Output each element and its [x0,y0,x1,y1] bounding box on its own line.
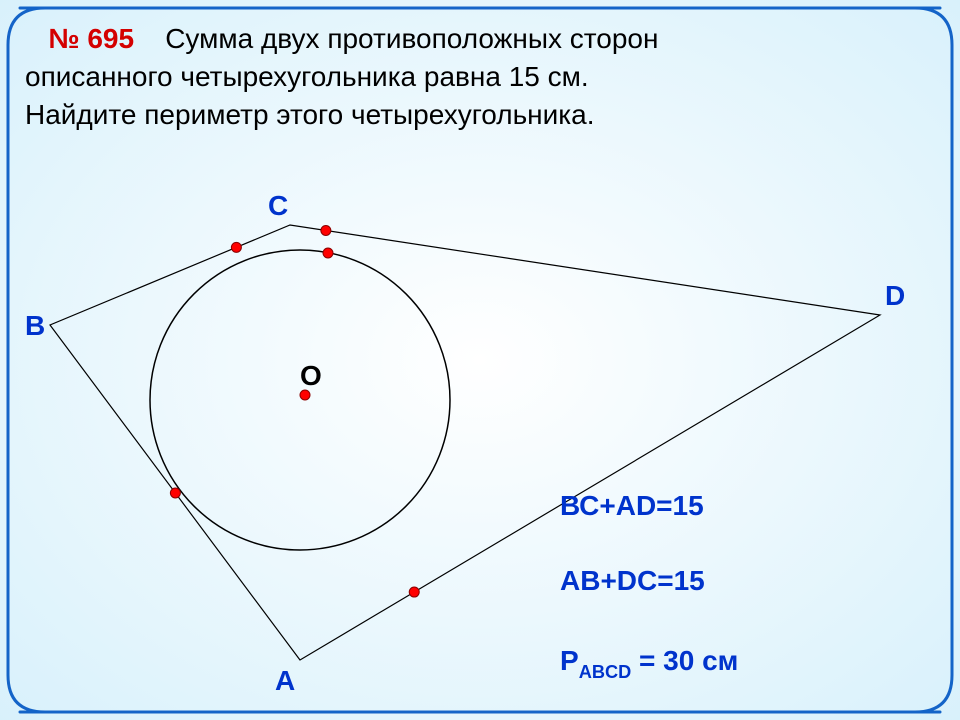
label-a: А [275,665,295,697]
label-d: D [885,280,905,312]
label-c: С [268,190,288,222]
inscribed-circle [150,250,450,550]
problem-line1: Сумма двух противоположных сторон [165,23,658,54]
problem-line3: Найдите периметр этого четырехугольника. [25,99,595,130]
equation-3-sub: ABCD [579,662,632,682]
label-o: O [300,360,322,392]
problem-line2: описанного четырехугольника равна 15 см. [25,61,589,92]
quadrilateral-abcd [50,225,880,660]
geometry-point [323,248,333,258]
equation-3-prefix: Р [560,645,579,676]
geometry-point [409,587,419,597]
equation-3: РABCD = 30 см [560,645,738,682]
slide: № 695 Сумма двух противоположных сторон … [0,0,960,720]
problem-statement: № 695 Сумма двух противоположных сторон … [25,20,935,133]
equation-1: ВС+АD=15 [560,490,704,522]
geometry-point [231,242,241,252]
label-b: В [25,310,45,342]
geometry-point [170,488,180,498]
equation-3-suffix: = 30 см [631,645,738,676]
problem-number: № 695 [48,23,134,54]
geometry-point [321,225,331,235]
equation-2: АВ+DС=15 [560,565,705,597]
geometry-diagram [0,170,960,680]
